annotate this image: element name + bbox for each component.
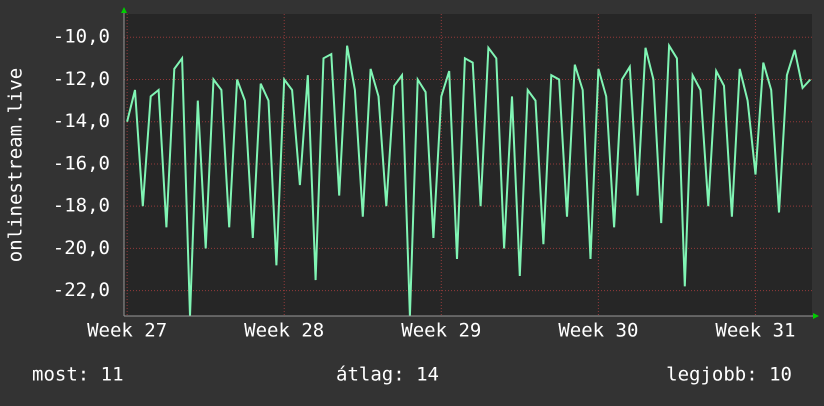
y-tick-label: -12,0 [53,68,110,90]
x-tick-label: Week 27 [87,320,167,342]
x-tick-label: Week 30 [558,320,638,342]
stat-current: most: 11 [32,364,124,386]
stat-average: átlag: 14 [336,364,439,386]
y-tick-label: -22,0 [53,279,110,301]
axis-arrow [813,313,819,319]
y-tick-label: -10,0 [53,26,110,48]
plot-area [124,14,812,316]
y-tick-label: -16,0 [53,152,110,174]
y-tick-label: -18,0 [53,195,110,217]
x-tick-label: Week 31 [715,320,795,342]
data-line [126,42,812,317]
y-axis-label: onlinestream.live [5,68,27,262]
y-tick-label: -20,0 [53,237,110,259]
x-tick-label: Week 28 [244,320,324,342]
y-tick-label: -14,0 [53,110,110,132]
axis-arrow [121,7,127,13]
x-tick-label: Week 29 [401,320,481,342]
stat-best: legjobb: 10 [666,364,792,386]
